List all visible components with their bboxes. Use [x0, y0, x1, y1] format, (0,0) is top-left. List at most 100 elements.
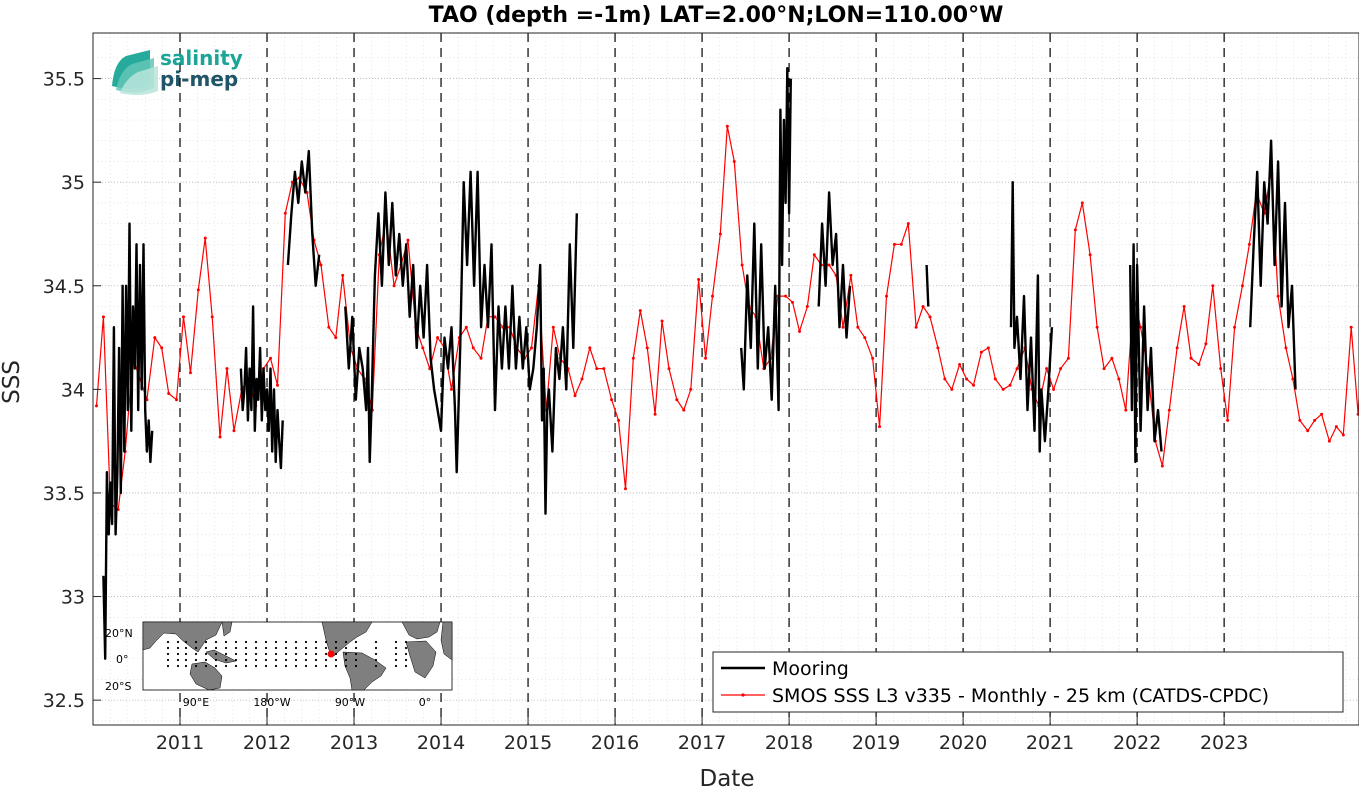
smos-point: [530, 346, 534, 350]
smos-point: [436, 336, 440, 340]
smos-point: [1327, 439, 1331, 443]
mooring-series-segment: [925, 264, 930, 307]
inset-buoy-dot: [274, 658, 278, 662]
smos-point: [660, 319, 664, 323]
inset-buoy-dot: [244, 652, 248, 656]
smos-point: [1320, 412, 1324, 416]
x-tick-label: 2014: [417, 732, 465, 754]
inset-buoy-dot: [314, 646, 318, 650]
smos-point: [167, 392, 171, 396]
smos-point: [551, 325, 555, 329]
smos-point: [711, 294, 715, 298]
inset-buoy-dot: [176, 664, 180, 668]
smos-point: [1313, 418, 1317, 422]
smos-point: [175, 398, 179, 402]
inset-buoy-dot: [224, 658, 228, 662]
smos-point: [283, 211, 287, 215]
inset-buoy-dot: [166, 652, 170, 656]
inset-buoy-dot: [344, 664, 348, 668]
inset-buoy-dot: [324, 652, 328, 656]
smos-point: [1182, 304, 1186, 308]
smos-point: [906, 222, 910, 226]
smos-point: [675, 398, 679, 402]
inset-buoy-dot: [404, 652, 408, 656]
x-tick-label: 2018: [765, 732, 813, 754]
smos-point: [631, 356, 635, 360]
inset-buoy-dot: [404, 640, 408, 644]
smos-point: [812, 253, 816, 257]
smos-point: [653, 412, 657, 416]
x-tick-label: 2017: [678, 732, 726, 754]
smos-point: [784, 294, 788, 298]
inset-buoy-dot: [214, 640, 218, 644]
smos-point: [885, 294, 889, 298]
inset-buoy-dot: [354, 640, 358, 644]
inset-lon-label-180w: 180°W: [253, 696, 290, 709]
chart-title: TAO (depth =-1m) LAT=2.00°N;LON=110.00°W: [429, 3, 1004, 28]
inset-buoy-dot: [404, 664, 408, 668]
smos-point: [449, 387, 453, 391]
smos-point: [878, 425, 882, 429]
smos-point: [341, 273, 345, 277]
x-axis-ticks: 2011 2012 2013 2014 2015 2016 2017 2018 2019 2020…: [156, 717, 1248, 754]
inset-buoy-dot: [344, 646, 348, 650]
smos-point: [275, 383, 279, 387]
inset-lon-label-90e: 90°E: [183, 696, 209, 709]
inset-buoy-dot: [254, 652, 258, 656]
inset-buoy-dot: [184, 658, 188, 662]
smos-point: [863, 336, 867, 340]
x-tick-label: 2023: [1200, 732, 1248, 754]
y-axis-label: SSS: [0, 360, 25, 404]
inset-buoy-dot: [304, 658, 308, 662]
smos-point: [725, 124, 729, 128]
inset-buoy-dot: [304, 664, 308, 668]
smos-point: [1276, 294, 1280, 298]
inset-buoy-dot: [334, 658, 338, 662]
smos-point: [602, 367, 606, 371]
mooring-series-segment: [344, 170, 578, 515]
smos-point: [1349, 325, 1353, 329]
inset-buoy-dot: [254, 664, 258, 668]
smos-point: [573, 394, 577, 398]
inset-buoy-dot: [214, 658, 218, 662]
smos-point: [943, 377, 947, 381]
smos-point: [1226, 418, 1230, 422]
smos-point: [1189, 356, 1193, 360]
smos-point: [972, 383, 976, 387]
inset-buoy-dot: [224, 640, 228, 644]
inset-buoy-dot: [224, 664, 228, 668]
smos-point: [101, 315, 105, 319]
smos-point: [697, 278, 701, 282]
smos-point: [160, 346, 164, 350]
smos-point: [1088, 253, 1092, 257]
x-tick-label: 2019: [852, 732, 900, 754]
smos-point: [682, 408, 686, 412]
logo-waves-icon: [112, 50, 158, 96]
smos-point: [718, 232, 722, 236]
smos-point: [464, 325, 468, 329]
smos-point: [1045, 367, 1049, 371]
x-tick-label: 2013: [330, 732, 378, 754]
inset-buoy-dot: [204, 658, 208, 662]
smos-point: [805, 304, 809, 308]
smos-point: [638, 309, 642, 313]
smos-point: [950, 387, 954, 391]
inset-buoy-dot: [294, 664, 298, 668]
smos-point: [892, 242, 896, 246]
smos-point: [269, 356, 273, 360]
smos-point: [1110, 356, 1114, 360]
inset-buoy-dot: [334, 664, 338, 668]
y-tick-label: 34.5: [43, 276, 85, 298]
smos-point: [1001, 387, 1005, 391]
inset-buoy-dot: [264, 658, 268, 662]
inset-buoy-dot: [334, 646, 338, 650]
inset-buoy-dot: [324, 640, 328, 644]
smos-point: [327, 325, 331, 329]
inset-buoy-dot: [314, 664, 318, 668]
smos-point: [1066, 356, 1070, 360]
mooring-series-segment: [102, 222, 154, 660]
inset-buoy-dot: [224, 646, 228, 650]
inset-buoy-dot: [244, 658, 248, 662]
inset-buoy-dot: [184, 640, 188, 644]
series-layer: [94, 67, 1359, 660]
